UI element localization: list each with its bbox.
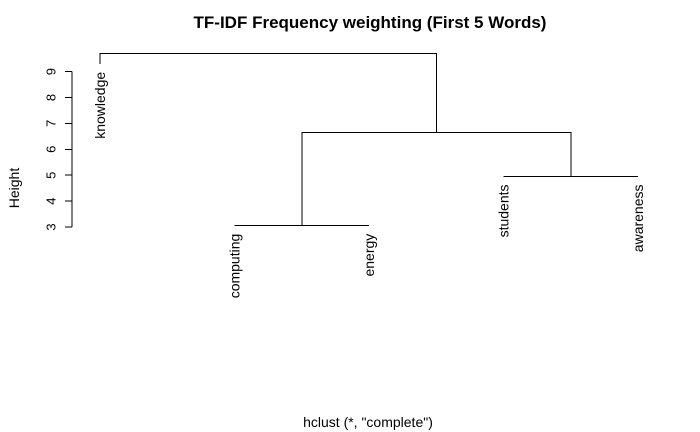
leaf-label-students: students (496, 184, 512, 237)
y-tick-label: 3 (43, 223, 58, 230)
y-tick-label: 7 (43, 120, 58, 127)
dendrogram-branch (301, 131, 572, 226)
leaf-labels: knowledge computing energy students awarenes… (92, 72, 646, 299)
y-tick-label: 8 (43, 94, 58, 101)
leaf-label-awareness: awareness (630, 184, 646, 252)
leaf-label-energy: energy (361, 234, 377, 277)
y-tick-label: 5 (43, 172, 58, 179)
y-tick-label: 4 (43, 197, 58, 204)
y-axis-label: Height (6, 168, 22, 209)
dendrogram-branches (99, 52, 638, 227)
leaf-label-computing: computing (227, 234, 243, 299)
y-tick-label: 6 (43, 146, 58, 153)
y-tick-label: 9 (43, 68, 58, 75)
leaf-label-knowledge: knowledge (92, 72, 108, 139)
dendrogram-branch (99, 52, 437, 133)
chart-title: TF-IDF Frequency weighting (First 5 Word… (194, 13, 547, 32)
y-axis: 3 4 5 6 7 8 9 (43, 68, 73, 231)
x-axis-label: hclust (*, "complete") (303, 414, 433, 430)
